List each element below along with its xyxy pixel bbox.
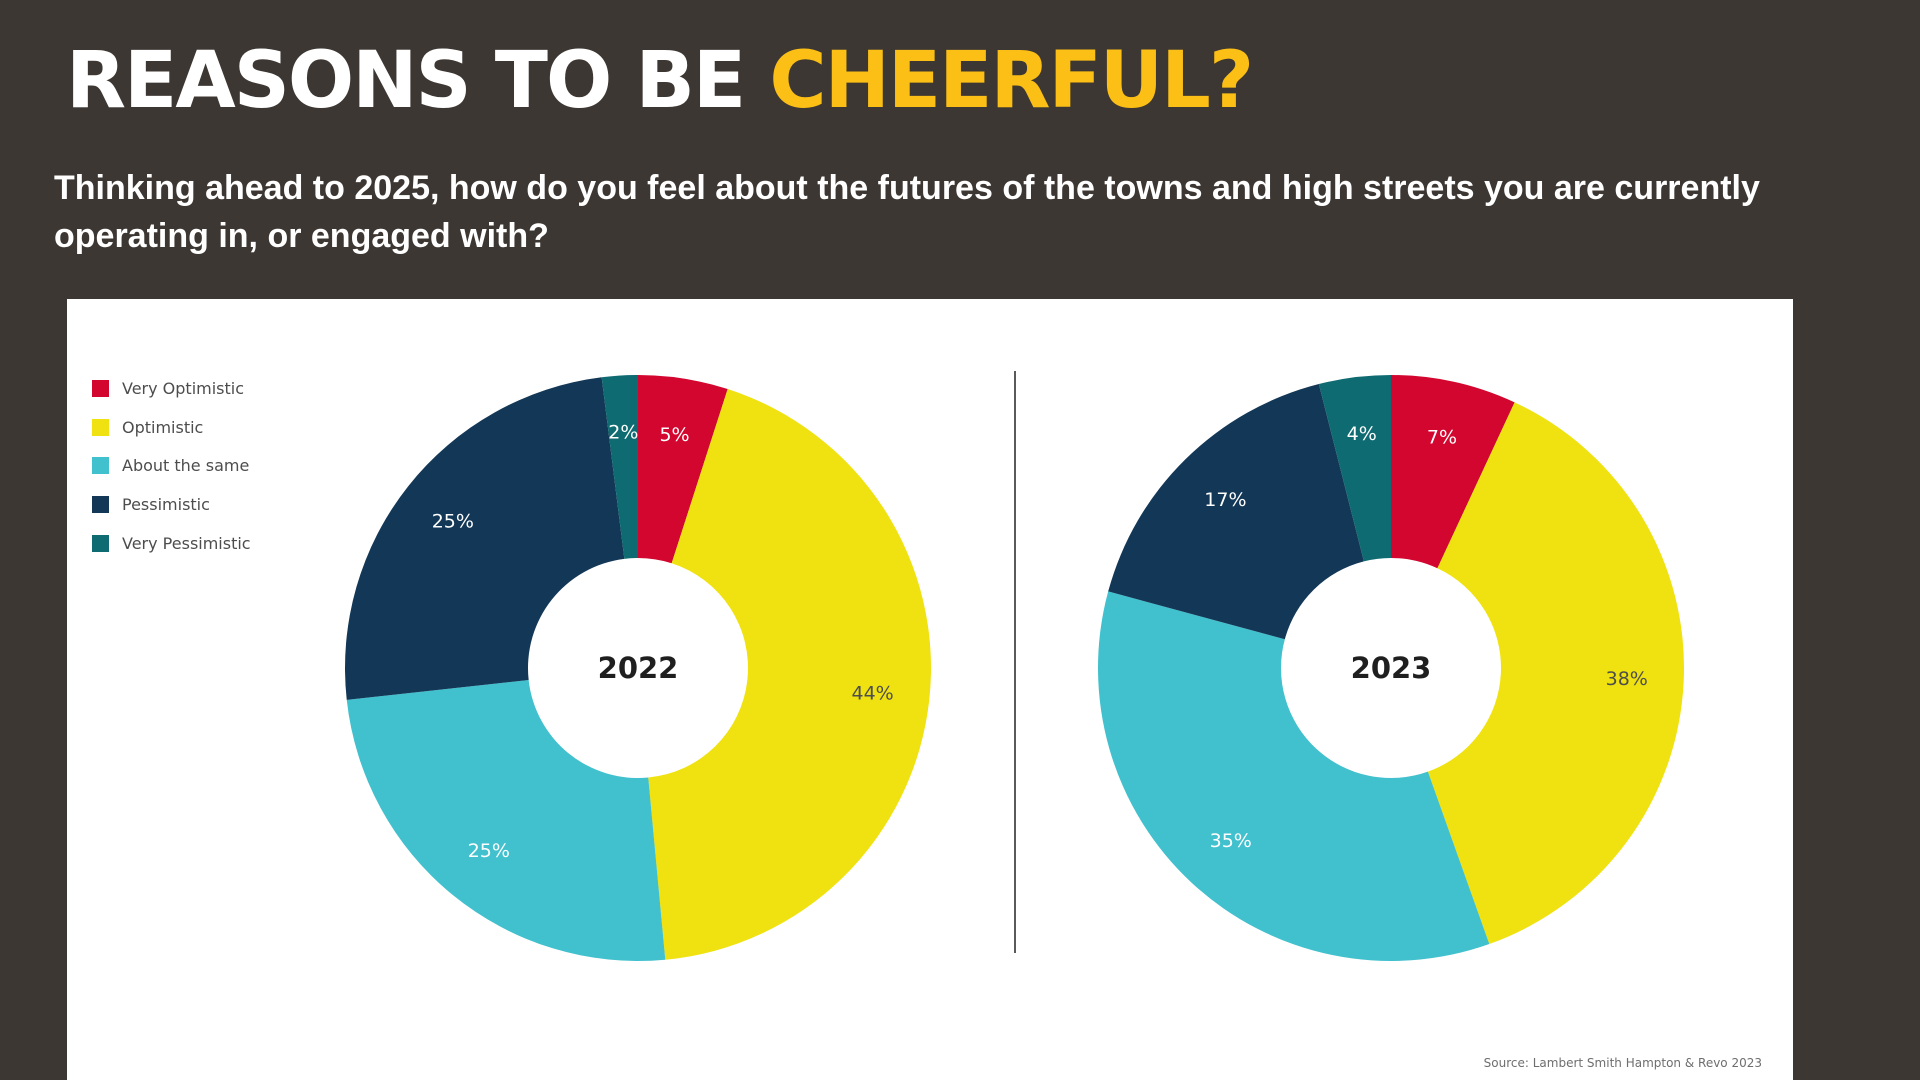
title-main: REASONS TO BE bbox=[66, 36, 770, 126]
data-label: 38% bbox=[1606, 668, 1648, 690]
source-note: Source: Lambert Smith Hampton & Revo 202… bbox=[1483, 1056, 1762, 1070]
data-label: 25% bbox=[432, 511, 474, 533]
data-label: 17% bbox=[1204, 489, 1246, 511]
donut-slice-2023-2 bbox=[1098, 591, 1490, 961]
donut-slice-2023-0 bbox=[1391, 375, 1515, 569]
chart-panel: Very Optimistic Optimistic About the same P… bbox=[67, 299, 1793, 1080]
legend-item: Very Optimistic bbox=[92, 369, 251, 408]
legend-label: Pessimistic bbox=[122, 494, 210, 514]
donut-slice-2022-1 bbox=[648, 389, 931, 960]
donut-slice-2022-3 bbox=[345, 377, 625, 700]
legend-item: Pessimistic bbox=[92, 485, 251, 524]
legend-swatch bbox=[92, 379, 109, 397]
legend-item: Very Pessimistic bbox=[92, 524, 251, 563]
data-label: 7% bbox=[1427, 427, 1457, 449]
donut-center-label: 2022 bbox=[598, 651, 679, 685]
chart-divider bbox=[1014, 371, 1016, 953]
legend-swatch bbox=[92, 457, 109, 475]
legend-label: Optimistic bbox=[122, 417, 204, 437]
donut-slice-2022-2 bbox=[346, 679, 666, 962]
donut-slice-2023-3 bbox=[1108, 384, 1364, 640]
data-label: 25% bbox=[468, 840, 510, 862]
legend-swatch bbox=[92, 534, 109, 552]
data-label: 35% bbox=[1210, 830, 1252, 852]
legend-label: About the same bbox=[122, 456, 250, 476]
data-label: 5% bbox=[659, 424, 689, 446]
title-accent: CHEERFUL? bbox=[769, 36, 1254, 126]
legend-label: Very Optimistic bbox=[122, 378, 245, 398]
donut-slice-2023-4 bbox=[1318, 375, 1391, 562]
legend-item: About the same bbox=[92, 446, 251, 485]
legend-swatch bbox=[92, 495, 109, 513]
donut-slice-2022-0 bbox=[638, 375, 728, 564]
data-label: 44% bbox=[851, 683, 893, 705]
legend-item: Optimistic bbox=[92, 408, 251, 447]
chart-legend: Very Optimistic Optimistic About the same P… bbox=[92, 369, 251, 562]
donut-slice-2023-1 bbox=[1427, 402, 1684, 945]
data-label: 2% bbox=[608, 421, 638, 443]
legend-label: Very Pessimistic bbox=[122, 533, 251, 553]
survey-question: Thinking ahead to 2025, how do you feel … bbox=[54, 169, 1760, 255]
donut-chart-2022: 5% 44% 25% 25% 2% 2022 bbox=[345, 375, 931, 962]
donut-chart-2023: 7% 38% 35% 17% 4% 2023 bbox=[1098, 375, 1684, 961]
page-title: REASONS TO BE CHEERFUL? bbox=[66, 36, 1254, 126]
data-label: 4% bbox=[1347, 423, 1377, 445]
donut-center-label: 2023 bbox=[1351, 651, 1432, 685]
donut-slice-2022-4 bbox=[601, 375, 638, 559]
legend-swatch bbox=[92, 418, 109, 436]
donut-charts: 5% 44% 25% 25% 2% 2022 7% 38% 35% 17% 4% 2023 bbox=[345, 375, 1684, 962]
